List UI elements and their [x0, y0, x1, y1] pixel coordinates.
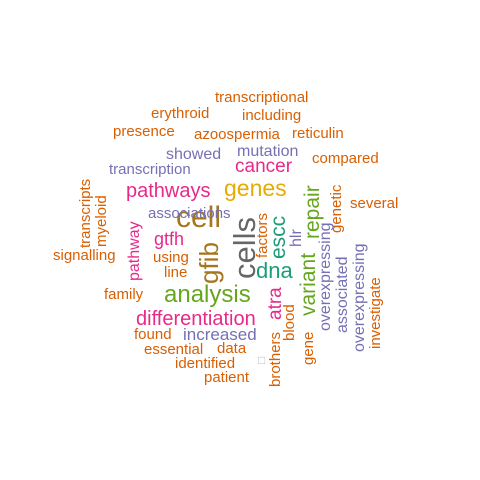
word-escc: escc — [267, 215, 290, 259]
word-dna: dna — [256, 258, 293, 283]
word-variant: variant — [297, 252, 320, 316]
word-compared: compared — [312, 150, 379, 167]
word-erythroid: erythroid — [151, 105, 210, 122]
word-overexpressing: overexpressing — [351, 243, 368, 353]
word-line: line — [164, 264, 188, 281]
word-reticulin: reticulin — [292, 125, 344, 142]
word-blood: blood — [281, 304, 298, 341]
word-genes: genes — [224, 175, 287, 201]
word-transcripts: transcripts — [77, 178, 94, 248]
word-gene: gene — [300, 331, 317, 365]
word-pathway: pathway — [126, 221, 143, 281]
word-associated: overexpressing — [317, 222, 334, 332]
word-essential: essential — [144, 341, 204, 358]
word-gfib: gfib — [194, 242, 224, 284]
word-found: found — [134, 326, 172, 343]
word-including: including — [242, 107, 302, 124]
word-mutation: mutation — [237, 143, 299, 160]
word-pathways: pathways — [126, 180, 211, 202]
word-transcriptional: transcriptional — [215, 89, 309, 106]
word-azoospermia: azoospermia — [194, 126, 280, 143]
word-data: data — [217, 340, 247, 357]
word-increased: increased — [183, 325, 257, 344]
word-myeloid: myeloid — [93, 195, 110, 247]
word-analysis: analysis — [164, 281, 251, 308]
word-cancer: cancer — [235, 156, 293, 177]
word-family: family — [104, 286, 144, 303]
word-differentiation: differentiation — [136, 308, 256, 330]
word-patient: patient — [204, 369, 250, 386]
word-investigate: investigate — [367, 277, 384, 349]
word-using: using — [153, 249, 189, 266]
word-presence: presence — [113, 123, 175, 140]
word-risk: associations — [148, 205, 231, 222]
word-signalling: signalling — [53, 247, 116, 264]
word-cell: cell — [176, 201, 222, 234]
word-several: several — [350, 195, 399, 212]
word-showed: showed — [166, 146, 222, 163]
glyph-box: □ — [258, 353, 266, 367]
word-identified: identified — [175, 355, 236, 372]
word-associations: associated — [334, 256, 351, 334]
word-transcription: transcription — [109, 161, 191, 178]
word-gtfh: gtfh — [154, 229, 185, 249]
